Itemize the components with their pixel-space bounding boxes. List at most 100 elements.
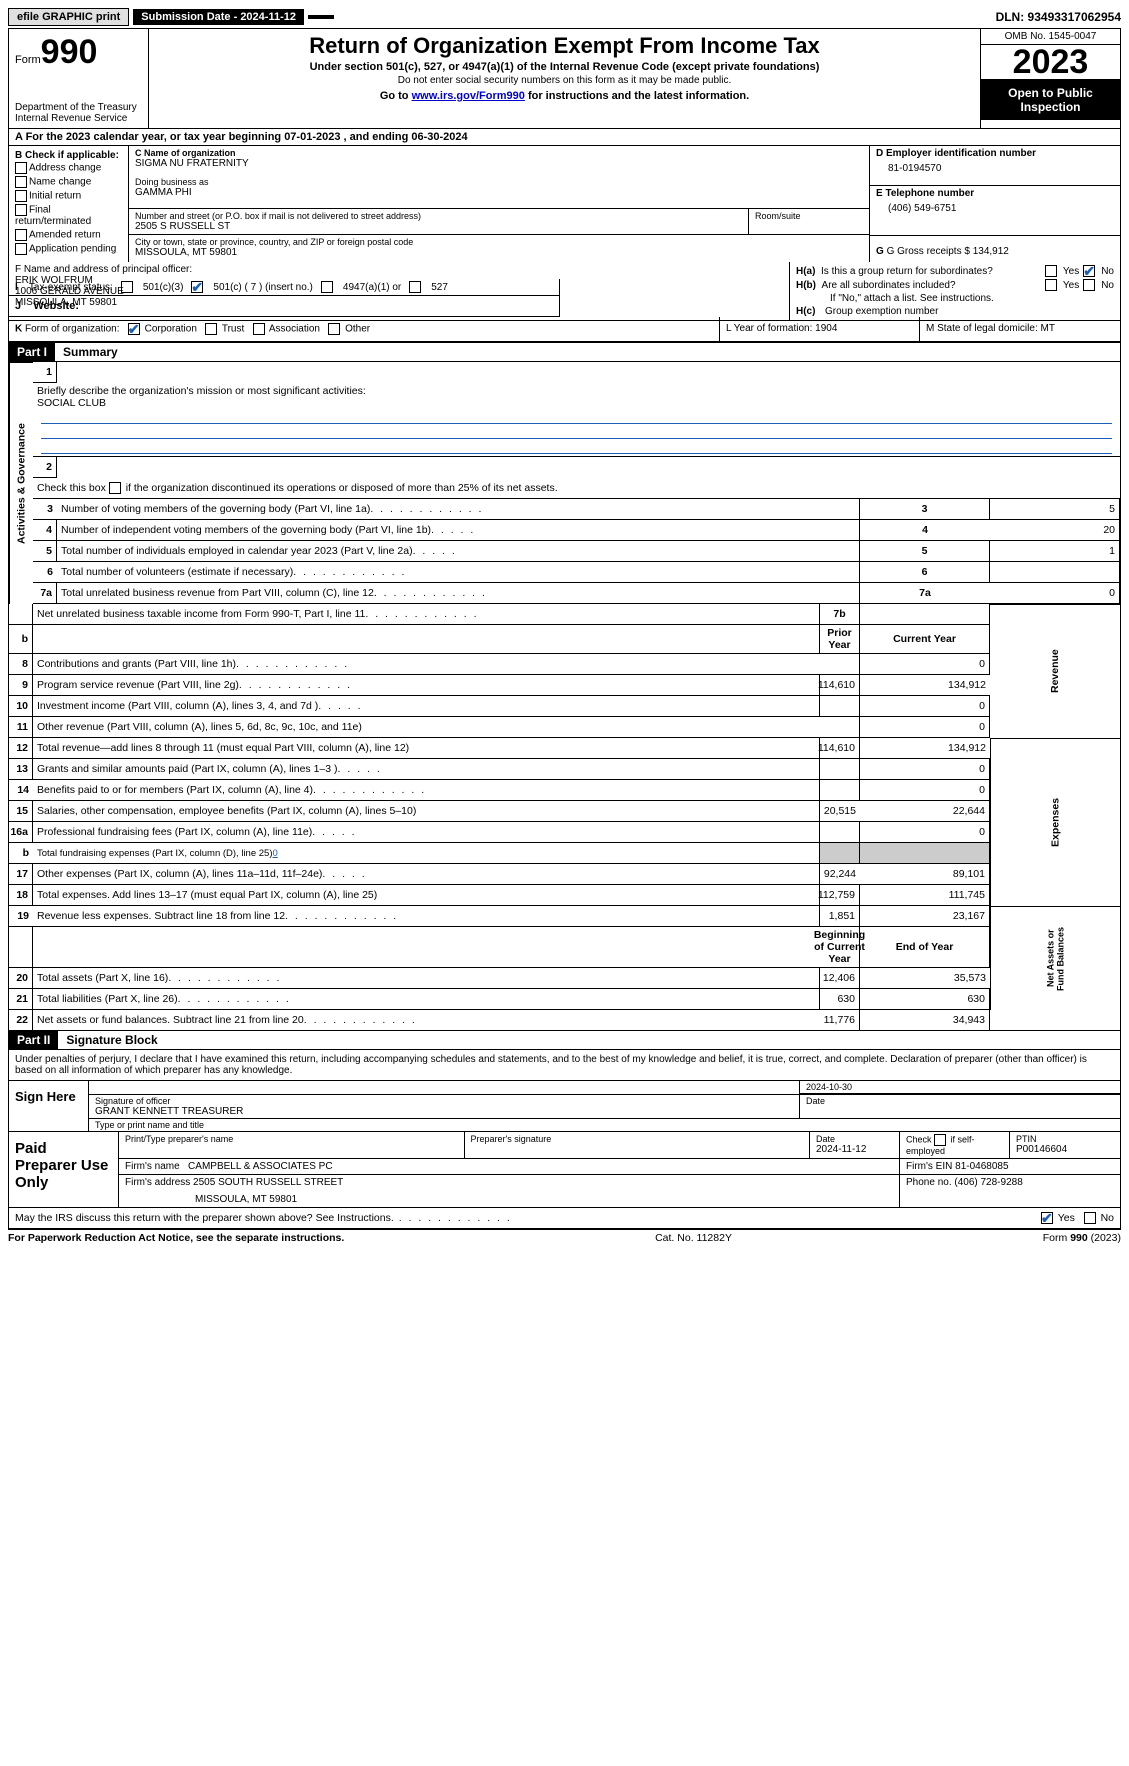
firm-addr1: 2505 SOUTH RUSSELL STREET [193, 1177, 343, 1188]
form-990: Form990 Department of the Treasury Inter… [8, 28, 1121, 1229]
checkbox-app-pending[interactable] [15, 243, 27, 255]
form990-link[interactable]: www.irs.gov/Form990 [412, 90, 525, 102]
checkbox-self-employed[interactable] [934, 1134, 946, 1146]
section-i: I Tax-exempt status: 501(c)(3) 501(c) ( … [9, 279, 559, 295]
checkbox-other[interactable] [328, 323, 340, 335]
section-b: B Check if applicable: Address change Na… [9, 146, 129, 262]
open-to-public: Open to Public Inspection [981, 80, 1120, 120]
checkbox-address-change[interactable] [15, 162, 27, 174]
firm-phone: (406) 728-9288 [954, 1177, 1022, 1188]
dept-treasury: Department of the Treasury [15, 102, 142, 113]
checkbox-ha-yes[interactable] [1045, 265, 1057, 277]
dln: DLN: 93493317062954 [996, 10, 1121, 24]
grey-16b-p [820, 843, 860, 864]
efile-label: efile GRAPHIC print [8, 8, 129, 26]
tax-year: 2023 [981, 45, 1120, 80]
checkbox-hb-no[interactable] [1083, 279, 1095, 291]
sig-officer-label: Signature of officer [95, 1096, 793, 1106]
officer-name-title: GRANT KENNETT TREASURER [95, 1106, 793, 1117]
form-ref: Form 990 (2023) [1043, 1232, 1121, 1244]
phone: (406) 549-6751 [876, 199, 1114, 214]
prep-date: 2024-11-12 [816, 1144, 893, 1155]
part2-title: Signature Block [58, 1031, 165, 1049]
dba: GAMMA PHI [135, 187, 863, 198]
section-b-label: B Check if applicable: [15, 150, 122, 161]
checkbox-501c[interactable] [191, 281, 203, 293]
checkbox-hb-yes[interactable] [1045, 279, 1057, 291]
org-name: SIGMA NU FRATERNITY [135, 158, 863, 169]
part1-label: Part I [9, 343, 55, 361]
section-c: C Name of organization SIGMA NU FRATERNI… [129, 146, 870, 262]
hb-note: If "No," attach a list. See instructions… [796, 292, 1114, 305]
section-k-l-m: K Form of organization: Corporation Trus… [9, 317, 1120, 342]
prep-sig-label: Preparer's signature [471, 1134, 804, 1144]
firm-addr2: MISSOULA, MT 59801 [125, 1188, 893, 1205]
checkbox-527[interactable] [409, 281, 421, 293]
form-header: Form990 Department of the Treasury Inter… [9, 29, 1120, 129]
goto-line: Go to www.irs.gov/Form990 for instructio… [155, 90, 974, 102]
irs: Internal Revenue Service [15, 113, 142, 124]
header-mid: Return of Organization Exempt From Incom… [149, 29, 980, 128]
officer-addr2: MISSOULA, MT 59801 [15, 297, 783, 308]
goto-post: for instructions and the latest informat… [525, 90, 749, 102]
side-net-assets: Net Assets or Fund Balances [990, 906, 1120, 1010]
paid-preparer-label: Paid Preparer Use Only [9, 1132, 119, 1207]
checkbox-4947[interactable] [321, 281, 333, 293]
side-revenue: Revenue [990, 604, 1120, 738]
section-l: L Year of formation: 1904 [720, 317, 920, 341]
page-footer: For Paperwork Reduction Act Notice, see … [8, 1229, 1121, 1246]
firm-name: CAMPBELL & ASSOCIATES PC [188, 1161, 333, 1172]
mission: SOCIAL CLUB [37, 397, 1116, 409]
checkbox-initial-return[interactable] [15, 190, 27, 202]
sign-here-label: Sign Here [9, 1081, 89, 1131]
ein-label: D Employer identification number [876, 148, 1114, 159]
paperwork-notice: For Paperwork Reduction Act Notice, see … [8, 1232, 344, 1244]
city-label: City or town, state or province, country… [135, 237, 863, 247]
header-left: Form990 Department of the Treasury Inter… [9, 29, 149, 128]
section-m: M State of legal domicile: MT [920, 317, 1120, 341]
sign-here-block: Sign Here 2024-10-30 Signature of office… [9, 1080, 1120, 1131]
part2-label: Part II [9, 1031, 58, 1049]
checkbox-discuss-yes[interactable] [1041, 1212, 1053, 1224]
phone-label: E Telephone number [876, 188, 1114, 199]
ssn-warning: Do not enter social security numbers on … [155, 75, 974, 86]
top-bar: efile GRAPHIC print Submission Date - 20… [8, 8, 1121, 26]
form-title: Return of Organization Exempt From Incom… [155, 33, 974, 59]
part1-title: Summary [55, 343, 126, 361]
declaration: Under penalties of perjury, I declare th… [9, 1050, 1120, 1080]
dba-label: Doing business as [135, 177, 863, 187]
q2-row: Check this box if the organization disco… [33, 478, 1120, 499]
checkbox-discontinued[interactable] [109, 482, 121, 494]
q1-row: Briefly describe the organization's miss… [33, 383, 1120, 457]
checkbox-discuss-no[interactable] [1084, 1212, 1096, 1224]
officer-label: F Name and address of principal officer: [15, 264, 783, 275]
section-h: H(a) Is this a group return for subordin… [790, 262, 1120, 320]
checkbox-ha-no[interactable] [1083, 265, 1095, 277]
part1-header: Part I Summary [9, 342, 1120, 362]
submission-date: Submission Date - 2024-11-12 [133, 9, 304, 25]
checkbox-name-change[interactable] [15, 176, 27, 188]
entity-info-grid: B Check if applicable: Address change Na… [9, 146, 1120, 262]
checkbox-amended[interactable] [15, 229, 27, 241]
section-d-e-g: D Employer identification number 81-0194… [870, 146, 1120, 262]
ptin: P00146604 [1016, 1144, 1114, 1155]
firm-ein: 81-0468085 [955, 1161, 1008, 1172]
date-label: Date [800, 1095, 1120, 1118]
form-subtitle: Under section 501(c), 527, or 4947(a)(1)… [155, 61, 974, 73]
checkbox-trust[interactable] [205, 323, 217, 335]
city: MISSOULA, MT 59801 [135, 247, 863, 258]
gross-receipts: G G Gross receipts $ 134,912 [876, 238, 1114, 257]
type-name-label: Type or print name and title [89, 1119, 1120, 1131]
room-label: Room/suite [755, 211, 863, 221]
street-label: Number and street (or P.O. box if mail i… [135, 211, 742, 221]
street: 2505 S RUSSELL ST [135, 221, 742, 232]
checkbox-assoc[interactable] [253, 323, 265, 335]
checkbox-501c3[interactable] [121, 281, 133, 293]
checkbox-corp[interactable] [128, 323, 140, 335]
checkbox-final-return[interactable] [15, 204, 27, 216]
goto-pre: Go to [380, 90, 412, 102]
grey-16b-c [860, 843, 990, 864]
header-right: OMB No. 1545-0047 2023 Open to Public In… [980, 29, 1120, 128]
ein: 81-0194570 [876, 159, 1114, 174]
prep-name-label: Print/Type preparer's name [125, 1134, 458, 1144]
